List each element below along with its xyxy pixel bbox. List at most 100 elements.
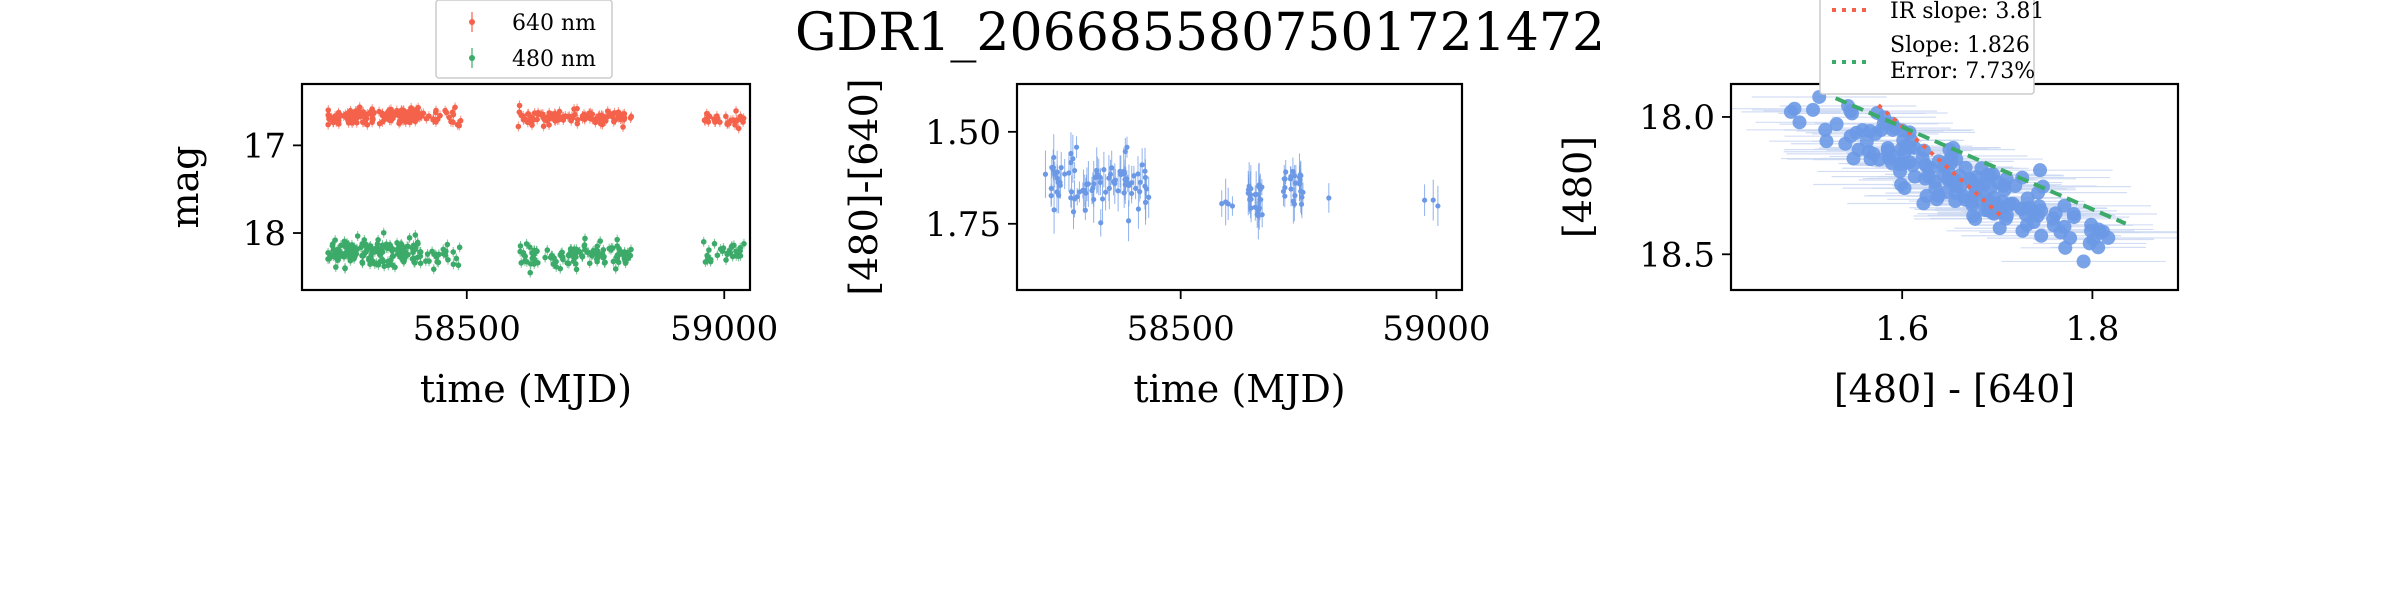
data-point [1248,186,1254,192]
data-point [386,117,393,124]
data-point [389,253,396,259]
data-point [543,118,550,124]
data-point [601,253,607,260]
data-point [348,246,354,253]
data-point [1290,198,1296,204]
data-point [574,105,580,112]
data-point [726,119,732,126]
data-point [380,229,387,236]
data-point [450,249,457,255]
data-point [1094,171,1100,178]
data-point [363,249,369,255]
data-point [525,111,531,117]
data-point [741,240,747,247]
data-point [402,119,409,125]
data-point [1866,146,1881,161]
data-point [1068,189,1075,195]
data-point [430,116,437,122]
data-point [573,266,580,273]
legend-marker [469,55,475,61]
data-point [348,251,355,258]
data-point [1245,190,1251,196]
data-point [1099,196,1106,202]
data-point [1125,180,1131,187]
data-point [1082,207,1088,213]
data-point [589,251,596,258]
data-point [614,243,620,249]
data-point [367,257,374,264]
data-point [544,247,551,253]
legend: 640 nm 480 nm [435,0,613,79]
data-point [531,256,538,263]
data-point [621,116,628,123]
y-tick-label: 18 [243,214,286,254]
lightcurve-panel: 58500 59000 17 18 time (MJD) mag 640 nm 480 nm [163,0,778,411]
data-point [1125,218,1132,224]
y-axis-label: mag [163,145,207,228]
data-point [1958,160,1973,175]
data-point [364,122,371,128]
data-point [379,111,386,118]
data-point [557,265,564,272]
figure-title: GDR1_2066855807501721472 [795,3,1605,63]
data-point [333,264,339,270]
data-point [527,269,534,276]
data-point [2076,254,2091,269]
data-point [449,109,456,115]
data-point [527,244,533,251]
data-point [1288,186,1294,192]
data-point [1121,190,1127,196]
data-point [1107,171,1114,177]
data-point [426,258,432,264]
data-point [598,112,605,119]
data-point [445,256,451,263]
x-axis-label: time (MJD) [420,367,632,411]
data-point [549,253,556,259]
data-point [1997,182,2012,197]
data-point [417,260,424,267]
data-point [1880,140,1895,155]
data-point [1142,199,1149,205]
data-point [612,117,619,123]
data-point [394,240,400,246]
data-point [426,113,432,119]
data-point [553,258,559,265]
data-point [409,114,416,121]
legend-marker [469,19,475,25]
data-point [1257,186,1263,192]
data-point [517,248,524,255]
data-point [1089,187,1095,194]
data-point [700,239,707,245]
ir-fit-line [1877,103,2004,219]
data-point [733,248,739,255]
data-point [1094,167,1100,174]
data-point [1940,185,1955,200]
data-point [1066,170,1072,176]
y-tick-label: 18.5 [1639,235,1715,275]
y-tick-label: 1.50 [925,113,1001,153]
data-point [566,113,573,120]
data-point [1435,203,1441,209]
data-point [1122,148,1128,155]
data-point [594,254,601,260]
data-point [2046,211,2061,226]
data-point [1054,189,1060,195]
data-point [1838,136,1853,151]
data-point [1969,170,1984,185]
data-point [1783,104,1798,119]
data-point [2003,197,2018,212]
data-point [1135,206,1142,212]
data-point [1068,159,1074,166]
data-point [379,257,386,263]
data-point [375,237,381,243]
data-point [2034,228,2049,243]
data-point [568,246,575,253]
data-point [1259,212,1265,218]
data-point [586,260,593,267]
data-point [597,238,604,244]
data-point [389,262,396,268]
data-point [518,260,525,266]
data-point [1070,209,1077,215]
data-point [389,112,396,118]
data-point [1806,102,1821,117]
